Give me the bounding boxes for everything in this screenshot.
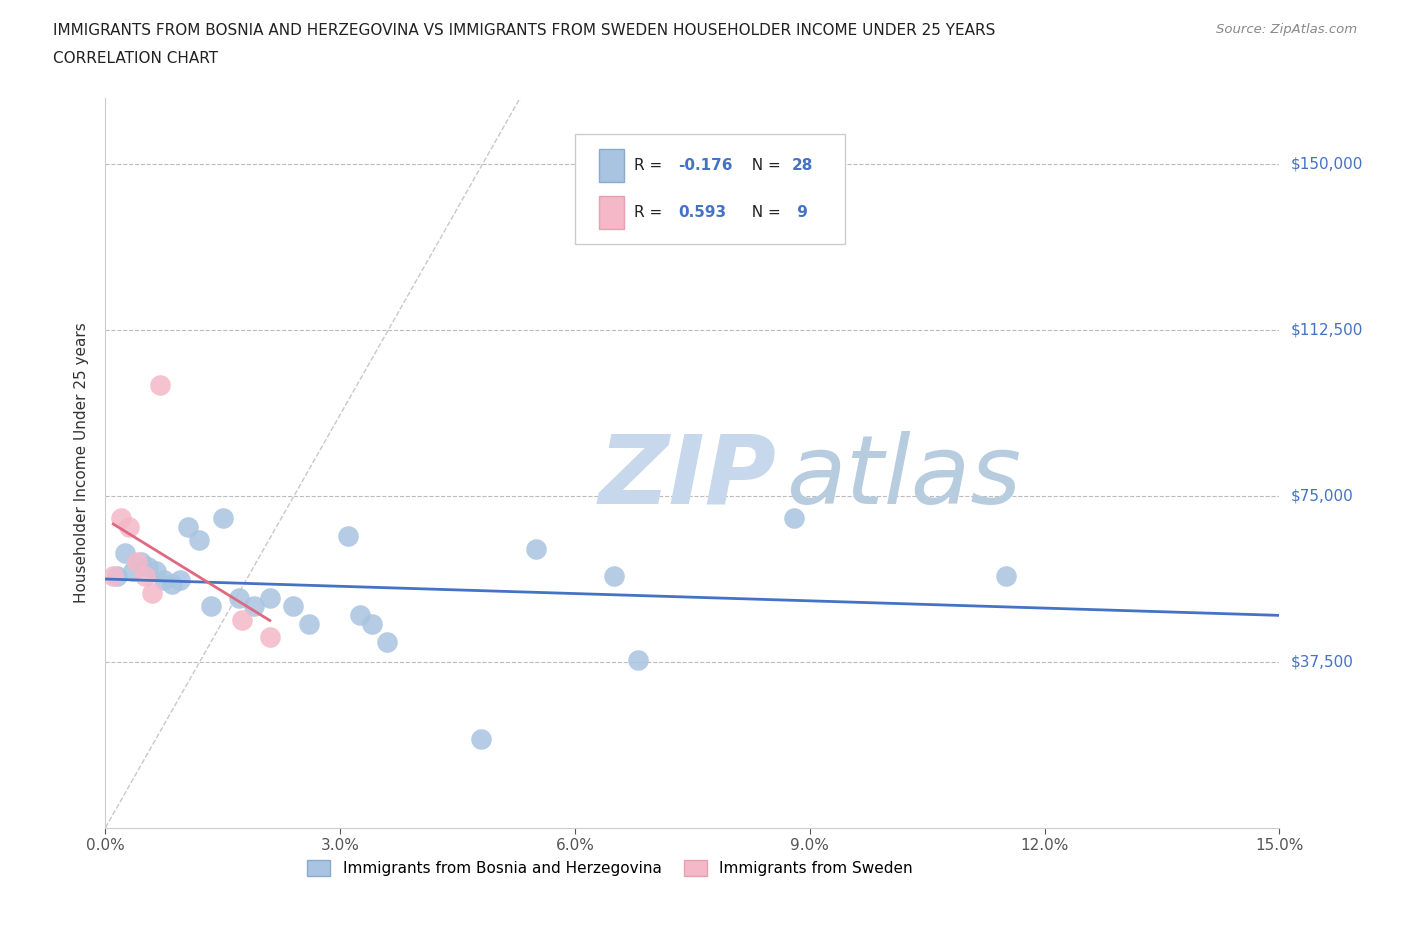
Text: -0.176: -0.176 bbox=[678, 158, 733, 173]
Point bbox=[259, 630, 281, 644]
Point bbox=[160, 577, 183, 591]
Point bbox=[470, 732, 492, 747]
Point bbox=[134, 568, 156, 583]
Text: 9: 9 bbox=[792, 206, 808, 220]
Point bbox=[243, 599, 266, 614]
Text: atlas: atlas bbox=[786, 431, 1021, 524]
Point bbox=[524, 541, 547, 556]
Point bbox=[141, 586, 163, 601]
Point bbox=[118, 519, 141, 534]
Text: R =: R = bbox=[634, 158, 666, 173]
Point bbox=[259, 591, 281, 605]
Text: ZIP: ZIP bbox=[599, 431, 776, 524]
Point bbox=[994, 568, 1017, 583]
Point bbox=[149, 378, 172, 392]
Point bbox=[603, 568, 626, 583]
Point bbox=[138, 559, 160, 574]
Text: 0.593: 0.593 bbox=[678, 206, 727, 220]
Text: $112,500: $112,500 bbox=[1291, 323, 1362, 338]
Point bbox=[337, 528, 360, 543]
Y-axis label: Householder Income Under 25 years: Householder Income Under 25 years bbox=[75, 323, 90, 603]
Text: $150,000: $150,000 bbox=[1291, 156, 1362, 171]
Text: Source: ZipAtlas.com: Source: ZipAtlas.com bbox=[1216, 23, 1357, 36]
Point bbox=[129, 555, 152, 570]
Point bbox=[176, 519, 198, 534]
Text: IMMIGRANTS FROM BOSNIA AND HERZEGOVINA VS IMMIGRANTS FROM SWEDEN HOUSEHOLDER INC: IMMIGRANTS FROM BOSNIA AND HERZEGOVINA V… bbox=[53, 23, 995, 38]
Text: $37,500: $37,500 bbox=[1291, 655, 1354, 670]
Point bbox=[125, 555, 148, 570]
Point bbox=[105, 568, 128, 583]
Point bbox=[298, 617, 321, 631]
Point bbox=[627, 652, 650, 667]
Text: CORRELATION CHART: CORRELATION CHART bbox=[53, 51, 218, 66]
Text: $75,000: $75,000 bbox=[1291, 488, 1354, 503]
Point bbox=[360, 617, 382, 631]
Point bbox=[228, 591, 250, 605]
Point bbox=[145, 564, 167, 578]
Point bbox=[349, 608, 371, 623]
Point bbox=[103, 568, 125, 583]
Point bbox=[114, 546, 136, 561]
Point bbox=[231, 612, 253, 627]
Legend: Immigrants from Bosnia and Herzegovina, Immigrants from Sweden: Immigrants from Bosnia and Herzegovina, … bbox=[301, 854, 920, 883]
Point bbox=[200, 599, 222, 614]
Point bbox=[169, 573, 191, 588]
Text: N =: N = bbox=[742, 158, 786, 173]
Point bbox=[283, 599, 305, 614]
Point bbox=[211, 511, 233, 525]
FancyBboxPatch shape bbox=[599, 196, 624, 229]
Point bbox=[153, 573, 176, 588]
Point bbox=[121, 564, 143, 578]
Text: R =: R = bbox=[634, 206, 666, 220]
FancyBboxPatch shape bbox=[599, 149, 624, 181]
Point bbox=[375, 634, 398, 649]
FancyBboxPatch shape bbox=[575, 134, 845, 244]
Point bbox=[188, 533, 211, 548]
Text: N =: N = bbox=[742, 206, 786, 220]
Text: 28: 28 bbox=[792, 158, 814, 173]
Point bbox=[110, 511, 132, 525]
Point bbox=[783, 511, 806, 525]
